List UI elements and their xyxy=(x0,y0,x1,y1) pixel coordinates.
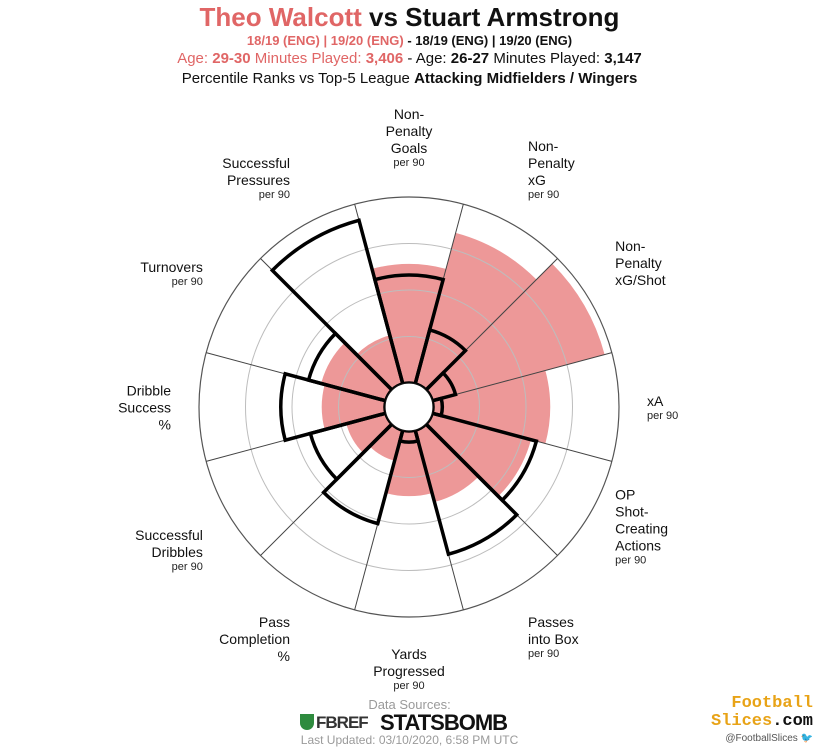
category-label-line: Creating xyxy=(615,521,668,537)
player1-wedge xyxy=(321,384,386,430)
twitter-bird-icon: 🐦 xyxy=(800,733,813,744)
brand-slices: Slices xyxy=(710,712,773,731)
category-label-line: Penalty xyxy=(386,123,433,139)
category-label-line: Non- xyxy=(528,138,559,154)
category-sublabel: per 90 xyxy=(393,680,424,692)
player1-wedge xyxy=(385,430,433,497)
category-sublabel: per 90 xyxy=(528,648,559,660)
category-label: Pass Completion% xyxy=(219,614,290,664)
subtitle-prefix: Percentile Ranks vs Top-5 League xyxy=(181,70,410,87)
twitter-handle: @FootballSlices 🐦 xyxy=(725,733,813,744)
chart-subtitle: Percentile Ranks vs Top-5 League Attacki… xyxy=(0,70,819,87)
subtitle-position-group: Attacking Midfielders / Wingers xyxy=(414,70,638,87)
category-label-line: Passes xyxy=(528,614,574,630)
category-label: Dribble Success% xyxy=(118,383,171,433)
category-label-line: xA xyxy=(647,393,664,409)
category-label-line: xG/Shot xyxy=(615,272,666,288)
age-minutes-line: Age: 29-30 Minutes Played: 3,406 - Age: … xyxy=(0,50,819,67)
player2-name: Stuart Armstrong xyxy=(405,2,620,32)
category-sublabel: per 90 xyxy=(259,189,290,201)
category-sublabel: per 90 xyxy=(647,410,678,422)
vs-label: vs xyxy=(369,2,398,32)
category-label: Non-Penalty xG xyxy=(528,138,575,188)
data-sources-label: Data Sources: xyxy=(368,697,451,712)
category-label-line: Pressures xyxy=(227,172,290,188)
category-label: Yards Progressed xyxy=(373,646,445,679)
handle-text: @FootballSlices xyxy=(725,733,798,744)
category-label-line: % xyxy=(278,648,290,664)
player1-age-label: Age: xyxy=(177,50,209,67)
chart-title: Theo Walcott vs Stuart Armstrong xyxy=(0,2,819,33)
category-label-line: Non- xyxy=(615,238,646,254)
player1-wedge xyxy=(415,423,479,503)
category-label-line: Dribbles xyxy=(152,544,203,560)
player2-age-label: - Age: xyxy=(407,50,447,67)
category-label-line: Progressed xyxy=(373,663,445,679)
player2-minutes-label: Minutes Played: xyxy=(493,50,601,67)
player2-age: 26-27 xyxy=(450,50,490,67)
player1-name: Theo Walcott xyxy=(199,2,362,32)
category-label-line: Successful xyxy=(135,527,203,543)
player1-wedge xyxy=(346,413,393,453)
fbref-logo-text: FBREF xyxy=(316,713,369,732)
category-label-line: Completion xyxy=(219,631,290,647)
brand-line-2: Slices.com xyxy=(711,713,813,731)
grid-ring xyxy=(338,336,480,478)
category-label-line: Success xyxy=(118,400,171,416)
last-updated: Last Updated: 03/10/2020, 6:58 PM UTC xyxy=(300,733,519,747)
source-logos: FBREF STATSBOMB xyxy=(300,710,530,735)
football-slices-logo: Football Slices.com xyxy=(711,695,813,731)
player1-minutes: 3,406 xyxy=(365,50,404,67)
brand-line-1: Football xyxy=(731,694,813,713)
category-sublabel: per 90 xyxy=(172,561,203,573)
category-label: Turnovers xyxy=(140,259,203,275)
category-label-line: Successful xyxy=(222,155,290,171)
category-label-line: Actions xyxy=(615,538,661,554)
category-label: Successful Dribbles xyxy=(135,527,203,560)
player1-seasons: 18/19 (ENG) | 19/20 (ENG) xyxy=(246,33,404,48)
grid-ring xyxy=(245,243,573,571)
category-label: Non-Penalty Goals xyxy=(386,106,433,156)
player1-age: 29-30 xyxy=(212,50,251,67)
category-sublabel: per 90 xyxy=(528,189,559,201)
category-label-line: Pass xyxy=(259,614,290,630)
player2-seasons: - 18/19 (ENG) | 19/20 (ENG) xyxy=(407,33,573,48)
category-label-line: Shot- xyxy=(615,504,649,520)
category-label-line: Penalty xyxy=(615,255,662,271)
player2-minutes: 3,147 xyxy=(604,50,642,67)
player1-wedge xyxy=(369,423,403,461)
player1-wedge xyxy=(321,342,393,401)
category-sublabel: per 90 xyxy=(393,157,424,169)
statsbomb-logo: STATSBOMB xyxy=(380,710,508,735)
player1-wedge xyxy=(371,263,447,384)
category-label-line: Penalty xyxy=(528,155,575,171)
category-label: Passes into Box xyxy=(528,614,579,647)
category-label-line: Turnovers xyxy=(140,259,203,275)
radar-spoke xyxy=(432,352,612,402)
category-label-line: OP xyxy=(615,487,635,503)
category-label-line: Non- xyxy=(394,106,425,122)
player1-wedge xyxy=(432,370,551,444)
category-sublabel: per 90 xyxy=(172,276,203,288)
category-label-line: Yards xyxy=(391,646,427,662)
brand-dotcom: .com xyxy=(772,712,813,731)
player1-minutes-label: Minutes Played: xyxy=(254,50,362,67)
category-label: Successful Pressures xyxy=(222,155,290,188)
category-label-line: into Box xyxy=(528,631,579,647)
category-label: Non-Penalty xG/Shot xyxy=(615,238,666,288)
category-label: OP Shot-Creating Actions xyxy=(615,487,668,554)
category-label-line: % xyxy=(159,417,171,433)
category-label-line: Goals xyxy=(391,140,428,156)
grid-ring xyxy=(291,289,527,525)
fbref-logo: FBREF xyxy=(300,713,369,733)
category-label: xA xyxy=(647,393,664,409)
category-label-line: Dribble xyxy=(127,383,172,399)
category-sublabel: per 90 xyxy=(615,555,646,567)
radar-center xyxy=(384,382,434,432)
category-label-line: xG xyxy=(528,172,546,188)
fbref-shield-icon xyxy=(300,714,314,730)
seasons-line: 18/19 (ENG) | 19/20 (ENG) - 18/19 (ENG) … xyxy=(0,33,819,48)
